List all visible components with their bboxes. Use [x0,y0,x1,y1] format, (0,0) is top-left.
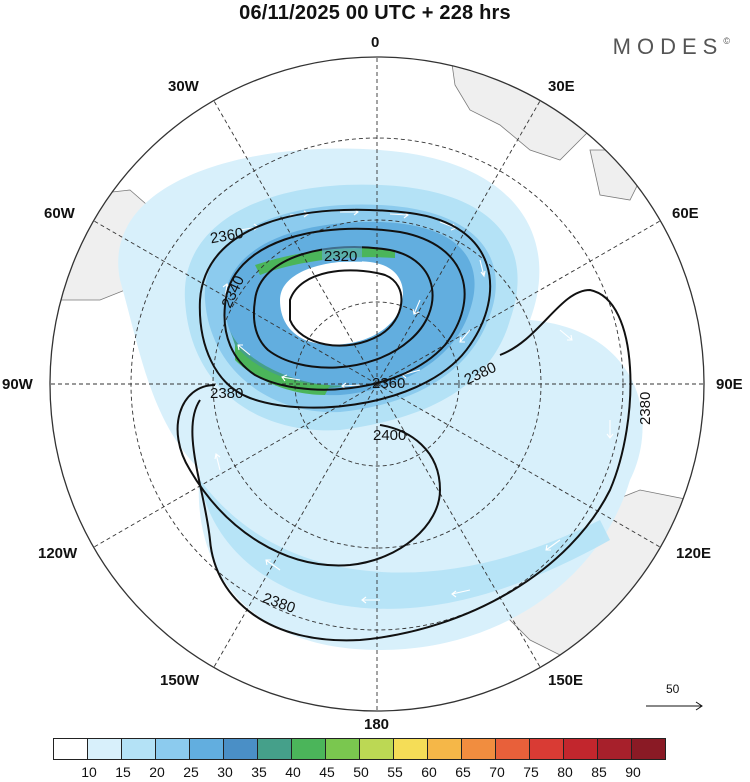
lon-label-0: 0 [371,34,380,51]
colorbar-swatch [257,738,292,760]
graticule [50,57,704,711]
copyright-mark: © [723,36,730,46]
contour-label-2380-left: 2380 [210,385,243,402]
colorbar-swatch [495,738,530,760]
colorbar-swatch [291,738,326,760]
colorbar-swatch [87,738,122,760]
colorbar-tick-label: 65 [455,764,471,780]
colorbar-swatch [563,738,598,760]
colorbar-swatch [631,738,666,760]
colorbar-tick-label: 40 [285,764,301,780]
colorbar-tick-label: 30 [217,764,233,780]
colorbar-tick-label: 50 [353,764,369,780]
colorbar-swatches [53,738,666,760]
reference-vector-label: 50 [666,682,680,696]
colorbar-tick-label: 90 [625,764,641,780]
colorbar-tick-label: 45 [319,764,335,780]
reference-vector: 50 [640,682,710,722]
brand-text: MODES [612,34,724,59]
colorbar: 10 15 20 25 30 35 40 45 50 55 60 65 70 75 80 85 90 [53,738,666,780]
colorbar-labels: 10 15 20 25 30 35 40 45 50 55 60 65 70 75 80 85 90 [54,764,750,782]
colorbar-swatch [325,738,360,760]
colorbar-swatch [393,738,428,760]
lon-label-30w: 30W [168,78,199,95]
colorbar-swatch [529,738,564,760]
colorbar-tick-label: 10 [81,764,97,780]
colorbar-tick-label: 35 [251,764,267,780]
lon-label-90e: 90E [716,376,743,393]
contour-label-2360-lower: 2360 [372,375,405,392]
map-title: 06/11/2025 00 UTC + 228 hrs [239,2,511,24]
colorbar-swatch [223,738,258,760]
contour-label-2320: 2320 [324,248,357,265]
lon-label-60e: 60E [672,205,699,222]
colorbar-tick-label: 80 [557,764,573,780]
colorbar-tick-label: 20 [149,764,165,780]
colorbar-swatch [359,738,394,760]
colorbar-tick-label: 85 [591,764,607,780]
height-contours [176,208,632,642]
colorbar-swatch [461,738,496,760]
contour-label-2380-right: 2380 [637,392,654,425]
colorbar-tick-label: 60 [421,764,437,780]
colorbar-swatch [597,738,632,760]
colorbar-swatch [189,738,224,760]
colorbar-tick-label: 75 [523,764,539,780]
colorbar-tick-label: 70 [489,764,505,780]
lon-label-30e: 30E [548,78,575,95]
lon-label-120e: 120E [676,545,712,562]
colorbar-swatch [155,738,190,760]
lon-label-120w: 120W [38,545,78,562]
colorbar-tick-label: 15 [115,764,131,780]
colorbar-tick-label: 25 [183,764,199,780]
contour-label-2400: 2400 [373,427,406,444]
lon-label-150w: 150W [160,672,200,689]
lon-label-60w: 60W [44,205,75,222]
colorbar-swatch [53,738,88,760]
map-boundary [49,56,705,712]
lon-label-180: 180 [364,716,390,733]
modes-logo: MODES© [613,34,730,60]
africa-south [589,149,641,201]
reference-arrow-icon [646,701,703,711]
lon-label-150e: 150E [548,672,584,689]
colorbar-swatch [121,738,156,760]
lon-label-90w: 90W [2,376,33,393]
contour-label-2360-upper: 2360 [209,225,245,248]
colorbar-swatch [427,738,462,760]
colorbar-tick-label: 55 [387,764,403,780]
